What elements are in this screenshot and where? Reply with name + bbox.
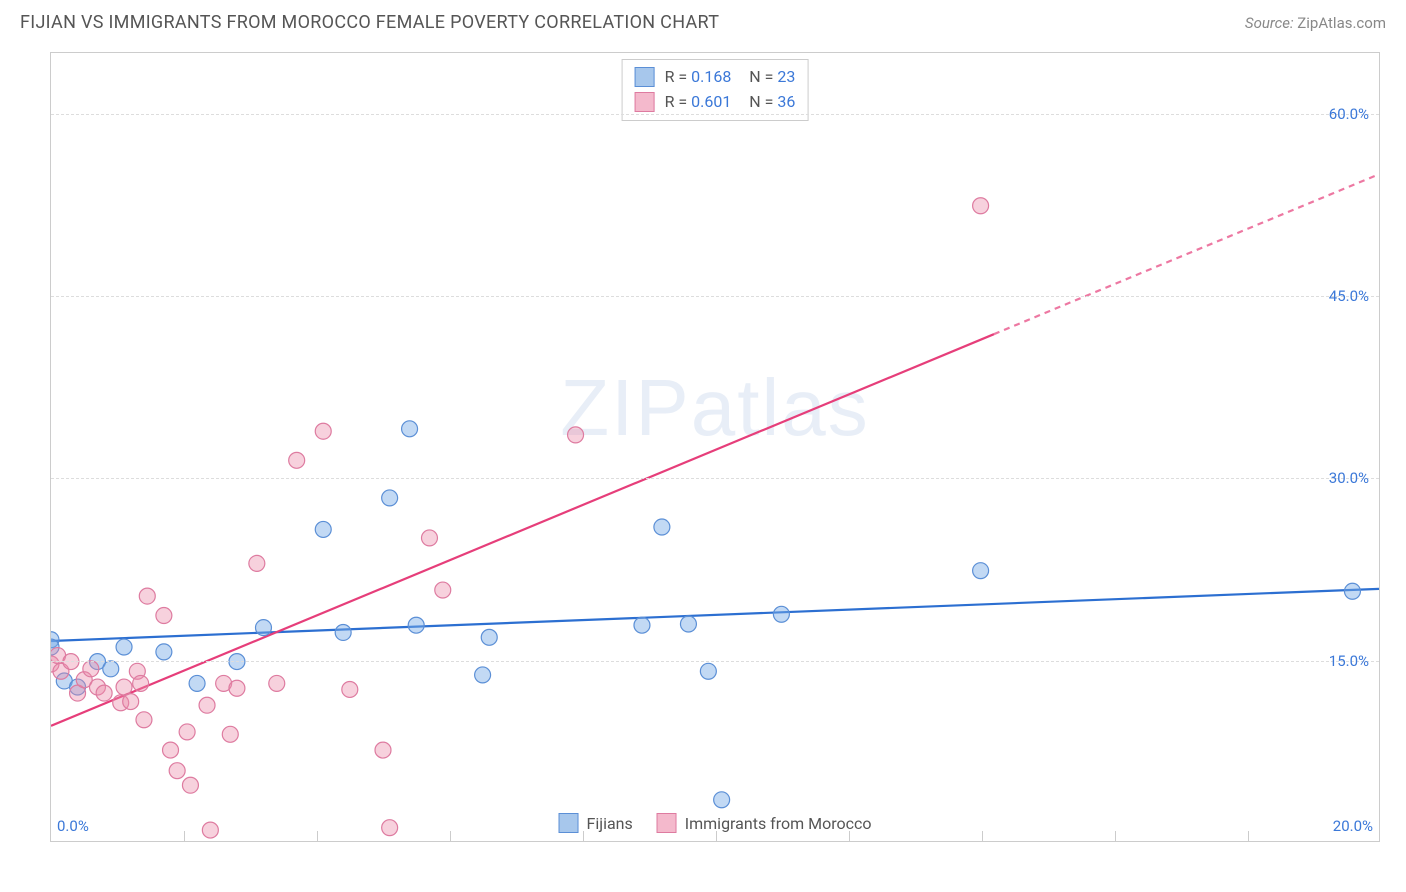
legend-series-item: Immigrants from Morocco <box>657 813 872 833</box>
source-name: ZipAtlas.com <box>1297 14 1386 32</box>
legend-swatch <box>635 92 655 112</box>
legend-swatch <box>635 67 655 87</box>
gridline <box>51 296 1379 297</box>
gridline <box>51 661 1379 662</box>
legend-series-label: Fijians <box>587 814 633 833</box>
x-tick <box>982 831 983 841</box>
source-label: Source: ZipAtlas.com <box>1245 14 1386 32</box>
plot-svg <box>51 53 1379 841</box>
legend-swatch <box>559 813 579 833</box>
x-tick <box>317 831 318 841</box>
y-tick-label: 60.0% <box>1329 105 1369 123</box>
legend-swatch <box>657 813 677 833</box>
y-tick-label: 45.0% <box>1329 287 1369 305</box>
legend-n: N = 36 <box>741 90 795 115</box>
x-tick <box>716 831 717 841</box>
x-tick <box>849 831 850 841</box>
watermark: ZIPatlas <box>560 362 869 454</box>
x-tick-label: 20.0% <box>1333 817 1373 835</box>
chart-plot-area: ZIPatlas R = 0.168 N = 23R = 0.601 N = 3… <box>50 52 1380 842</box>
watermark-atlas: atlas <box>691 363 870 452</box>
legend-correlation: R = 0.168 N = 23R = 0.601 N = 36 <box>622 59 809 121</box>
legend-r: R = 0.168 <box>665 65 732 90</box>
x-tick-label: 0.0% <box>57 817 89 835</box>
x-tick <box>184 831 185 841</box>
chart-title: FIJIAN VS IMMIGRANTS FROM MOROCCO FEMALE… <box>20 12 719 33</box>
watermark-zip: ZIP <box>560 363 690 452</box>
gridline <box>51 114 1379 115</box>
gridline <box>51 478 1379 479</box>
legend-r: R = 0.601 <box>665 90 732 115</box>
x-tick <box>1248 831 1249 841</box>
legend-n: N = 23 <box>741 65 795 90</box>
source-prefix: Source: <box>1245 14 1297 32</box>
x-tick <box>583 831 584 841</box>
legend-stat-row: R = 0.601 N = 36 <box>635 90 796 115</box>
legend-stat-row: R = 0.168 N = 23 <box>635 65 796 90</box>
legend-series-item: Fijians <box>559 813 633 833</box>
y-tick-label: 15.0% <box>1329 652 1369 670</box>
legend-series: Fijians Immigrants from Morocco <box>551 811 880 835</box>
x-tick <box>1115 831 1116 841</box>
legend-series-label: Immigrants from Morocco <box>685 814 872 833</box>
x-tick <box>450 831 451 841</box>
y-tick-label: 30.0% <box>1329 469 1369 487</box>
